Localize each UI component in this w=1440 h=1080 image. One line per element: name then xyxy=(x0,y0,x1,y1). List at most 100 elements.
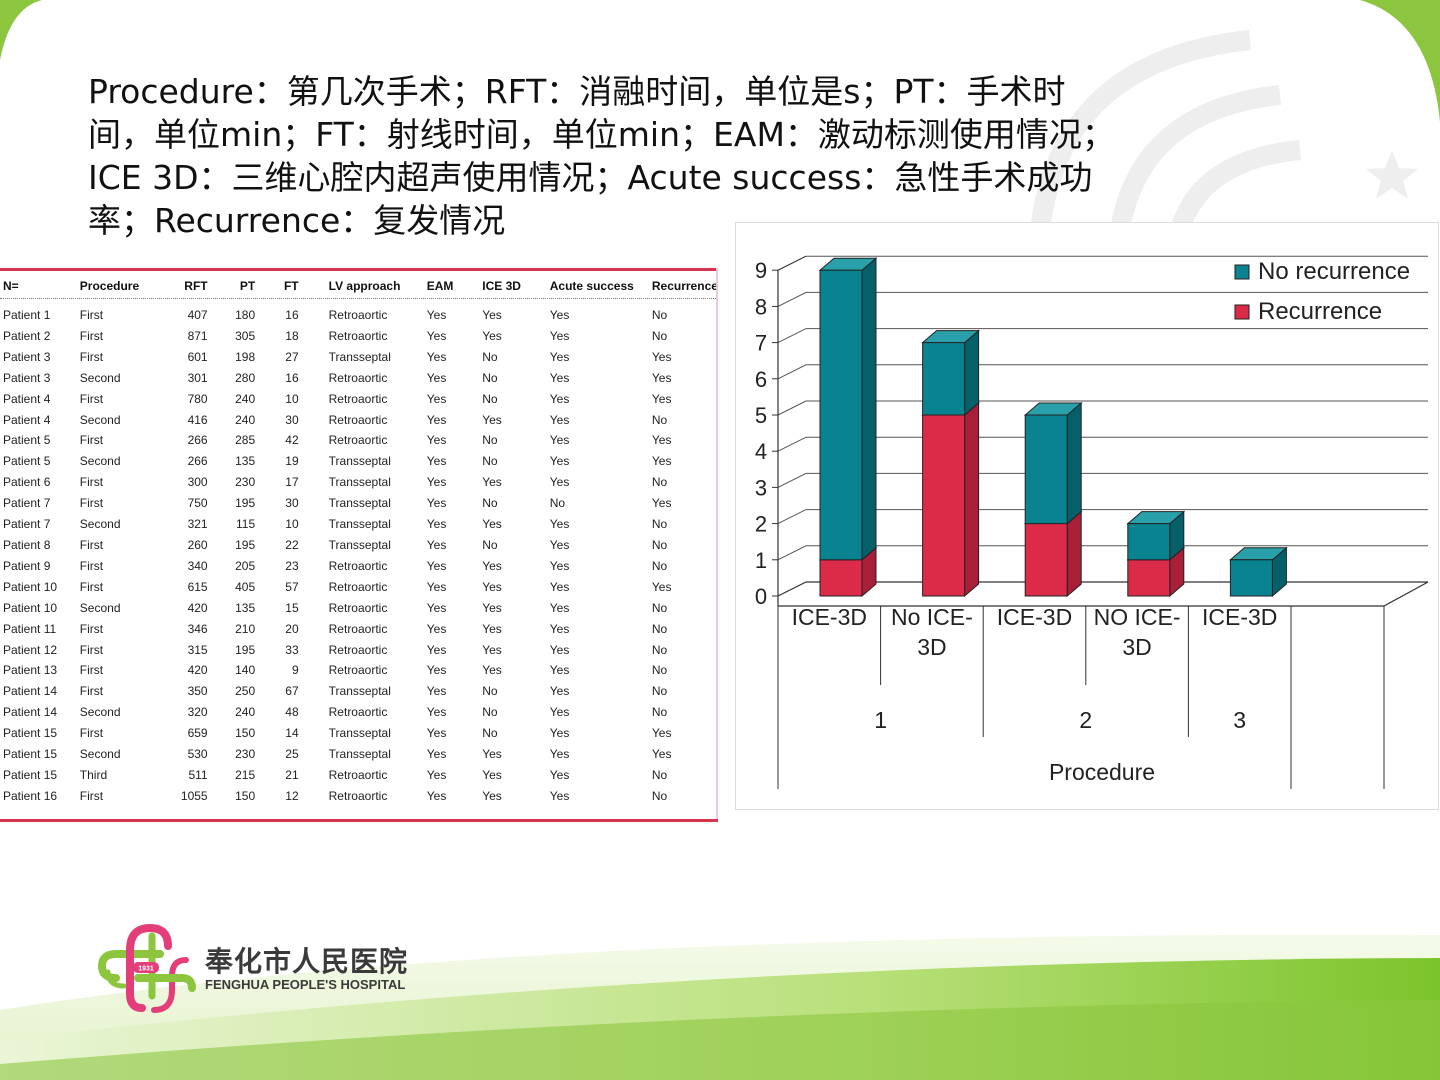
cell-procedure: Second xyxy=(79,454,121,469)
cell-lv-approach: Retroaortic xyxy=(328,642,388,657)
cell-ft: 42 xyxy=(285,433,299,448)
cell-ice-3d: Yes xyxy=(482,328,502,343)
cell-ft: 9 xyxy=(291,663,299,678)
cell-eam: Yes xyxy=(426,517,447,532)
cell-pt: 215 xyxy=(235,767,256,782)
cell-n: Patient 4 xyxy=(3,412,51,427)
x-category-label: No ICE- xyxy=(891,604,973,630)
x-category-label: ICE-3D xyxy=(997,604,1072,630)
cell-eam: Yes xyxy=(426,788,447,803)
cell-procedure: Second xyxy=(79,705,121,720)
x-category-label: ICE-3D xyxy=(792,604,867,630)
gridline xyxy=(777,400,1428,416)
cell-lv-approach: Retroaortic xyxy=(328,558,388,573)
header-n: N= xyxy=(3,278,19,293)
logo-year: 1931 xyxy=(138,966,154,973)
cell-n: Patient 10 xyxy=(3,579,58,594)
cell-lv-approach: Retroaortic xyxy=(328,308,388,322)
cell-ft: 22 xyxy=(285,537,299,552)
cell-recurrence: No xyxy=(651,788,668,803)
cell-eam: Yes xyxy=(426,558,447,573)
cell-n: Patient 12 xyxy=(3,642,58,657)
cell-lv-approach: Transseptal xyxy=(328,475,391,490)
cell-pt: 150 xyxy=(235,788,256,803)
cell-acute-success: Yes xyxy=(549,726,570,741)
legend-label: Recurrence xyxy=(1258,298,1382,325)
y-tick-label: 7 xyxy=(755,331,767,356)
cell-rft: 350 xyxy=(187,684,208,699)
cell-acute-success: Yes xyxy=(549,579,570,594)
table-right-border xyxy=(716,268,718,822)
cell-acute-success: Yes xyxy=(549,663,570,678)
cell-eam: Yes xyxy=(426,600,447,615)
cell-eam: Yes xyxy=(426,433,447,448)
table-row: Patient 15 First 659 150 14 Transseptal Yes No Y… xyxy=(0,723,718,744)
cell-ft: 25 xyxy=(285,747,299,762)
cell-recurrence: No xyxy=(651,475,668,490)
cell-rft: 601 xyxy=(187,349,208,364)
hospital-logo: 1931 奉化市人民医院 FENGHUA PEOPLE'S HOSPITAL xyxy=(98,920,428,1016)
cell-eam: Yes xyxy=(426,684,447,699)
cell-procedure: First xyxy=(79,308,104,322)
cell-procedure: First xyxy=(79,537,104,552)
cell-ice-3d: Yes xyxy=(482,475,502,490)
cell-acute-success: Yes xyxy=(549,433,570,448)
patient-table-panel: N= Procedure RFT PT FT LV approach EAM ICE 3D Ac… xyxy=(0,268,718,822)
cell-pt: 405 xyxy=(235,579,256,594)
cell-rft: 615 xyxy=(187,579,208,594)
cell-rft: 420 xyxy=(187,600,208,615)
gridline xyxy=(777,291,1428,307)
table-row: Patient 3 Second 301 280 16 Retroaortic Yes No Y… xyxy=(0,368,718,389)
y-tick-label: 6 xyxy=(755,367,767,392)
cell-ft: 10 xyxy=(285,517,299,532)
table-row: Patient 1 First 407 180 16 Retroaortic Yes Yes Y… xyxy=(0,299,718,326)
cell-recurrence: No xyxy=(651,767,668,782)
cell-procedure: First xyxy=(79,391,104,406)
x-category-label: 3D xyxy=(1122,634,1151,660)
x-category-label: 3D xyxy=(917,634,946,660)
cell-pt: 135 xyxy=(235,600,256,615)
cell-procedure: Second xyxy=(79,517,121,532)
header-procedure: Procedure xyxy=(79,278,140,293)
cell-ft: 33 xyxy=(285,642,299,657)
watermark-star-icon xyxy=(1366,150,1418,199)
cell-ft: 19 xyxy=(285,454,299,469)
y-tick-label: 5 xyxy=(755,403,767,428)
x-axis-title: Procedure xyxy=(1049,759,1155,785)
cell-lv-approach: Retroaortic xyxy=(328,788,388,803)
gridline xyxy=(777,509,1428,525)
cell-ft: 48 xyxy=(285,705,299,720)
y-tick-label: 1 xyxy=(755,548,767,573)
cell-recurrence: Yes xyxy=(651,579,672,594)
cell-ice-3d: Yes xyxy=(482,663,502,678)
cell-procedure: First xyxy=(79,475,104,490)
cell-ft: 18 xyxy=(285,328,299,343)
cell-eam: Yes xyxy=(426,308,447,322)
cell-pt: 240 xyxy=(235,412,256,427)
cell-ft: 23 xyxy=(285,558,299,573)
cell-procedure: First xyxy=(79,328,104,343)
cell-procedure: First xyxy=(79,433,104,448)
table-top-rule xyxy=(0,268,718,271)
gridline xyxy=(777,472,1428,488)
cell-n: Patient 15 xyxy=(3,747,58,762)
cell-acute-success: Yes xyxy=(549,370,570,385)
cell-eam: Yes xyxy=(426,496,447,511)
cell-recurrence: Yes xyxy=(651,747,672,762)
hospital-name-english: FENGHUA PEOPLE'S HOSPITAL xyxy=(205,977,406,992)
cell-eam: Yes xyxy=(426,475,447,490)
cell-rft: 511 xyxy=(188,767,208,782)
cell-recurrence: No xyxy=(651,684,668,699)
cell-lv-approach: Transseptal xyxy=(328,454,391,469)
cell-rft: 1055 xyxy=(180,788,208,803)
cell-recurrence: No xyxy=(651,663,668,678)
cell-n: Patient 6 xyxy=(3,475,51,490)
cell-pt: 205 xyxy=(235,558,256,573)
cell-rft: 416 xyxy=(187,412,208,427)
header-eam: EAM xyxy=(426,278,454,293)
cell-recurrence: No xyxy=(651,328,668,343)
cell-ft: 30 xyxy=(285,412,299,427)
cell-procedure: Second xyxy=(79,412,121,427)
cell-n: Patient 14 xyxy=(3,705,58,720)
cell-ft: 17 xyxy=(285,475,299,490)
